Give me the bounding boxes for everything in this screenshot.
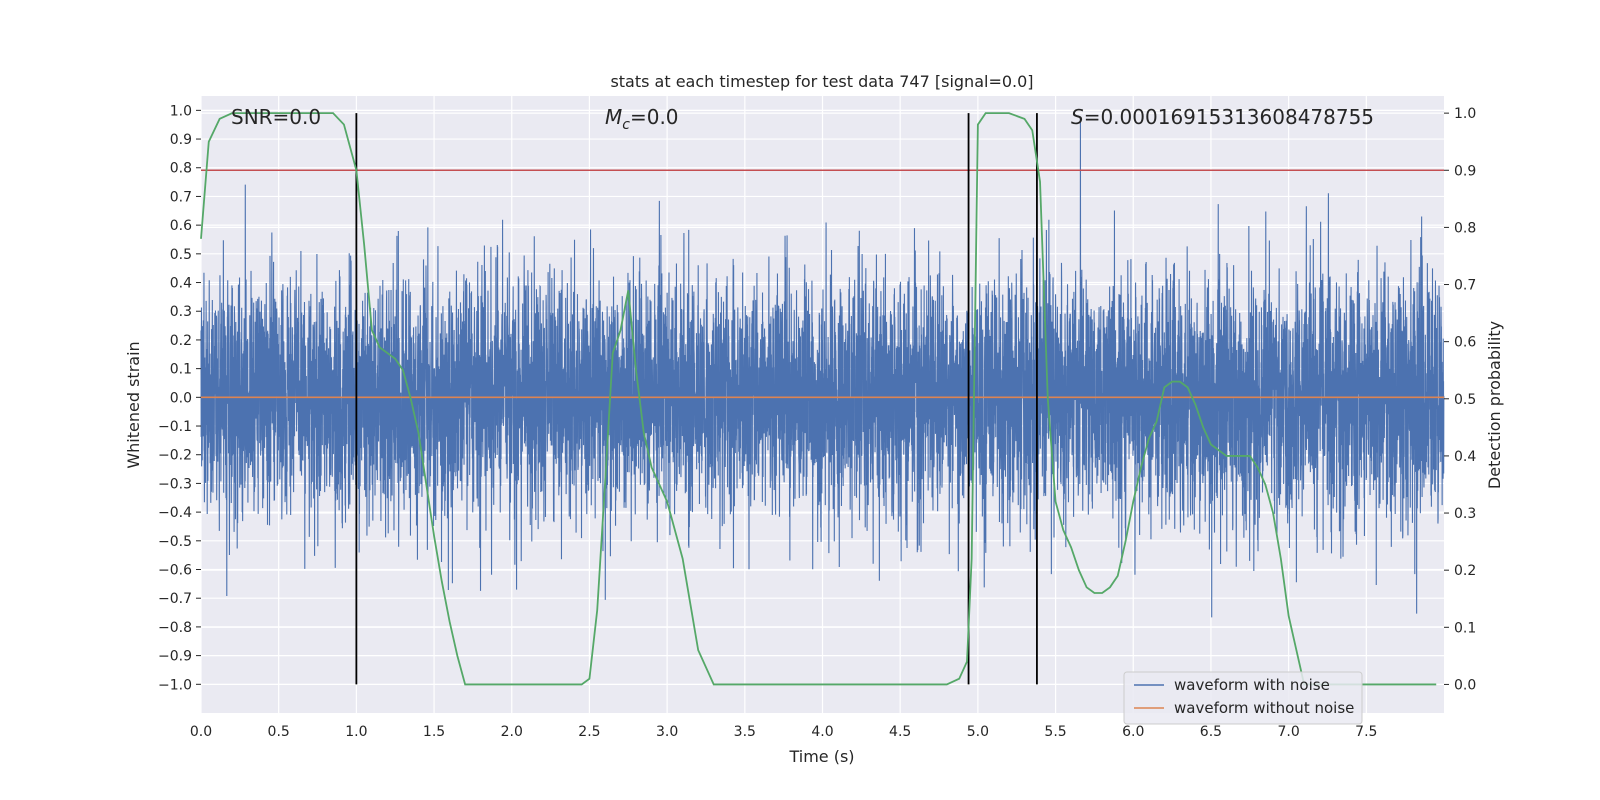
annotation-chirp-mass-symbol: M [605, 105, 622, 129]
vertical-markers [355, 113, 1038, 685]
y2-axis-label: Detection probability [1485, 321, 1504, 489]
y2-tick-label-6: 0.6 [1454, 335, 1476, 351]
y-tick-label-3: −0.7 [158, 591, 192, 607]
y2-tick-label-8: 0.8 [1454, 220, 1476, 236]
annotation-chirp-mass: Mc=0.0 [605, 105, 679, 133]
x-tick-label-6: 3.0 [656, 724, 678, 740]
annotation-s-value: =0.00016915313608478755 [1084, 105, 1374, 129]
y-tick-label-8: −0.2 [158, 448, 192, 464]
y-tick-label-0: −1.0 [158, 677, 192, 693]
y2-tick-label-1: 0.1 [1454, 620, 1476, 636]
x-tick-label-9: 4.5 [889, 724, 911, 740]
annotation-s-symbol: S [1071, 105, 1084, 129]
x-tick-label-13: 6.5 [1200, 724, 1222, 740]
y-tick-label-13: 0.3 [170, 304, 192, 320]
y-tick-label-6: −0.4 [158, 505, 192, 521]
y-tick-label-10: 0.0 [170, 390, 192, 406]
x-axis-label: Time (s) [788, 747, 854, 766]
series-waveform-with-noise [200, 118, 1445, 618]
y-tick-label-4: −0.6 [158, 563, 192, 579]
probability-trace [200, 112, 1437, 686]
legend: waveform with noise waveform without noi… [1123, 671, 1363, 725]
legend-box [1123, 671, 1363, 725]
annotation-s: S=0.00016915313608478755 [1071, 105, 1374, 129]
y2-tick-label-5: 0.5 [1454, 392, 1476, 408]
y-tick-label-19: 0.9 [170, 132, 192, 148]
x-tick-label-2: 1.0 [345, 724, 367, 740]
y-tick-label-2: −0.8 [158, 620, 192, 636]
x-axis: 0.0 0.5 1.0 1.5 2.0 2.5 3.0 3.5 4.0 4.5 5.0 5.5 6.0 6… [190, 724, 1378, 740]
y-tick-label-18: 0.8 [170, 161, 192, 177]
y-tick-label-12: 0.2 [170, 333, 192, 349]
y-tick-label-5: −0.5 [158, 534, 192, 550]
x-tick-label-0: 0.0 [190, 724, 212, 740]
y-tick-label-15: 0.5 [170, 247, 192, 263]
x-tick-label-4: 2.0 [501, 724, 523, 740]
y2-tick-label-0: 0.0 [1454, 677, 1476, 693]
x-tick-label-5: 2.5 [578, 724, 600, 740]
series-detection-probability [200, 112, 1437, 686]
y-tick-label-7: −0.3 [158, 476, 192, 492]
annotation-chirp-mass-value: =0.0 [630, 105, 679, 129]
y-tick-label-1: −0.9 [158, 649, 192, 665]
x-tick-label-8: 4.0 [811, 724, 833, 740]
annotation-chirp-mass-subscript: c [622, 117, 630, 133]
x-tick-label-1: 0.5 [268, 724, 290, 740]
y-axis-label: Whitened strain [124, 341, 143, 468]
chart-title: stats at each timestep for test data 747… [610, 72, 1033, 91]
legend-label-noise: waveform with noise [1174, 676, 1330, 694]
y2-tick-label-4: 0.4 [1454, 449, 1476, 465]
x-tick-label-10: 5.0 [967, 724, 989, 740]
x-tick-label-14: 7.0 [1277, 724, 1299, 740]
y-tick-label-14: 0.4 [170, 276, 192, 292]
annotation-snr: SNR=0.0 [231, 105, 321, 129]
y-tick-label-9: −0.1 [158, 419, 192, 435]
x-tick-label-12: 6.0 [1122, 724, 1144, 740]
y2-tick-label-9: 0.9 [1454, 163, 1476, 179]
y-tick-label-11: 0.1 [170, 362, 192, 378]
y-axis-left: −1.0 −0.9 −0.8 −0.7 −0.6 −0.5 −0.4 −0.3 −0.2 −0.1… [158, 103, 201, 693]
y-tick-label-16: 0.6 [170, 218, 192, 234]
x-tick-label-11: 5.5 [1044, 724, 1066, 740]
y2-tick-label-7: 0.7 [1454, 278, 1476, 294]
x-tick-label-3: 1.5 [423, 724, 445, 740]
x-tick-label-7: 3.5 [734, 724, 756, 740]
x-tick-label-15: 7.5 [1355, 724, 1377, 740]
noise-trace [200, 118, 1445, 618]
y-tick-label-20: 1.0 [170, 103, 192, 119]
legend-label-clean: waveform without noise [1174, 699, 1354, 717]
y2-tick-label-2: 0.2 [1454, 563, 1476, 579]
y2-tick-label-3: 0.3 [1454, 506, 1476, 522]
y-tick-label-17: 0.7 [170, 189, 192, 205]
y-axis-right: 0.0 0.1 0.2 0.3 0.4 0.5 0.6 0.7 0.8 0.9 1.0 [1444, 106, 1476, 693]
y2-tick-label-10: 1.0 [1454, 106, 1476, 122]
